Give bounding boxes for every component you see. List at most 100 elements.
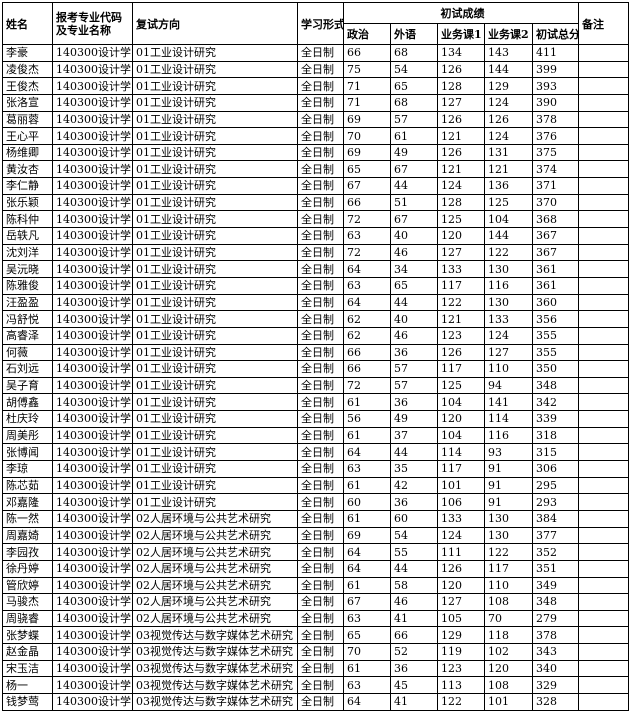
cell-study-mode: 全日制 <box>297 343 344 362</box>
cell-remark <box>578 110 630 129</box>
cell-course1: 127 <box>437 243 485 262</box>
cell-remark <box>578 276 630 295</box>
cell-total: 348 <box>531 593 580 611</box>
cell-name: 陈雅俊 <box>2 276 53 295</box>
cell-name: 高睿泽 <box>2 326 53 345</box>
cell-total: 390 <box>531 93 580 112</box>
cell-politics: 72 <box>343 243 391 262</box>
cell-study-mode: 全日制 <box>297 227 344 245</box>
cell-major: 140300设计学 <box>52 676 133 694</box>
cell-direction: 01工业设计研究 <box>132 293 298 312</box>
cell-name: 徐丹婷 <box>2 559 53 578</box>
cell-major: 140300设计学 <box>52 509 133 528</box>
cell-study-mode: 全日制 <box>297 326 344 345</box>
cell-foreign-language: 58 <box>390 576 438 595</box>
cell-name: 李豪 <box>2 44 53 62</box>
cell-course2: 116 <box>484 276 533 295</box>
cell-remark <box>578 160 630 179</box>
cell-foreign-language: 45 <box>390 676 438 694</box>
cell-remark <box>578 143 630 162</box>
cell-foreign-language: 60 <box>390 509 438 528</box>
cell-course1: 134 <box>437 44 485 62</box>
cell-course1: 129 <box>437 626 485 645</box>
cell-direction: 01工业设计研究 <box>132 177 298 195</box>
cell-politics: 69 <box>343 526 391 545</box>
table-row: 陈一然 140300设计学 02人居环境与公共艺术研究 全日制 61 60 133 130 38… <box>2 509 630 528</box>
cell-course2: 94 <box>484 376 533 395</box>
cell-direction: 01工业设计研究 <box>132 426 298 445</box>
cell-course1: 120 <box>437 227 485 245</box>
cell-course1: 127 <box>437 593 485 611</box>
cell-politics: 64 <box>343 260 391 278</box>
cell-major: 140300设计学 <box>52 310 133 328</box>
cell-course1: 117 <box>437 276 485 295</box>
cell-major: 140300设计学 <box>52 110 133 129</box>
cell-total: 351 <box>531 559 580 578</box>
cell-total: 352 <box>531 543 580 561</box>
cell-course1: 121 <box>437 310 485 328</box>
cell-name: 胡傅鑫 <box>2 393 53 412</box>
cell-total: 355 <box>531 343 580 362</box>
table-row: 张洛宣 140300设计学 01工业设计研究 全日制 71 68 127 124 390 <box>2 93 630 112</box>
table-row: 管欣婷 140300设计学 02人居环境与公共艺术研究 全日制 61 58 120 110 34… <box>2 576 630 595</box>
cell-course1: 126 <box>437 143 485 162</box>
cell-major: 140300设计学 <box>52 376 133 395</box>
cell-course2: 102 <box>484 643 533 661</box>
cell-course2: 122 <box>484 243 533 262</box>
table-row: 李豪 140300设计学 01工业设计研究 全日制 66 68 134 143 411 <box>2 44 630 62</box>
cell-total: 378 <box>531 110 580 129</box>
cell-direction: 01工业设计研究 <box>132 243 298 262</box>
cell-name: 黄汝杏 <box>2 160 53 179</box>
cell-total: 384 <box>531 509 580 528</box>
cell-total: 360 <box>531 293 580 312</box>
cell-politics: 64 <box>343 443 391 462</box>
cell-politics: 63 <box>343 276 391 295</box>
cell-total: 342 <box>531 393 580 412</box>
cell-major: 140300设计学 <box>52 476 133 495</box>
table-row: 徐丹婷 140300设计学 02人居环境与公共艺术研究 全日制 64 44 126 117 35… <box>2 559 630 578</box>
cell-total: 293 <box>531 493 580 511</box>
cell-remark <box>578 393 630 412</box>
cell-remark <box>578 460 630 478</box>
cell-name: 冯舒悦 <box>2 310 53 328</box>
cell-foreign-language: 54 <box>390 526 438 545</box>
cell-politics: 60 <box>343 493 391 511</box>
cell-direction: 01工业设计研究 <box>132 310 298 328</box>
table-row: 杨维卿 140300设计学 01工业设计研究 全日制 69 49 126 131 375 <box>2 143 630 162</box>
table-row: 吴沅晓 140300设计学 01工业设计研究 全日制 64 34 133 130 361 <box>2 260 630 278</box>
cell-foreign-language: 49 <box>390 143 438 162</box>
cell-name: 马骏杰 <box>2 593 53 611</box>
cell-study-mode: 全日制 <box>297 160 344 179</box>
cell-course2: 101 <box>484 692 533 711</box>
cell-direction: 03视觉传达与数字媒体艺术研究 <box>132 643 298 661</box>
cell-course2: 126 <box>484 110 533 129</box>
cell-course1: 111 <box>437 543 485 561</box>
cell-name: 张博闻 <box>2 443 53 462</box>
cell-course1: 104 <box>437 393 485 412</box>
cell-direction: 01工业设计研究 <box>132 160 298 179</box>
cell-politics: 64 <box>343 559 391 578</box>
cell-name: 石刘远 <box>2 360 53 378</box>
cell-course1: 126 <box>437 60 485 79</box>
cell-major: 140300设计学 <box>52 44 133 62</box>
cell-politics: 61 <box>343 576 391 595</box>
cell-name: 李园孜 <box>2 543 53 561</box>
cell-direction: 01工业设计研究 <box>132 276 298 295</box>
cell-direction: 02人居环境与公共艺术研究 <box>132 543 298 561</box>
cell-course1: 104 <box>437 426 485 445</box>
cell-politics: 63 <box>343 676 391 694</box>
cell-remark <box>578 326 630 345</box>
cell-politics: 62 <box>343 310 391 328</box>
cell-direction: 01工业设计研究 <box>132 360 298 378</box>
cell-direction: 02人居环境与公共艺术研究 <box>132 526 298 545</box>
cell-remark <box>578 310 630 328</box>
cell-total: 343 <box>531 643 580 661</box>
cell-foreign-language: 66 <box>390 626 438 645</box>
cell-course1: 120 <box>437 576 485 595</box>
cell-course2: 93 <box>484 443 533 462</box>
table-row: 石刘远 140300设计学 01工业设计研究 全日制 66 57 117 110 350 <box>2 360 630 378</box>
cell-major: 140300设计学 <box>52 243 133 262</box>
cell-name: 赵金晶 <box>2 643 53 661</box>
header-course1: 业务课1 <box>437 23 485 45</box>
table-row: 陈芯茹 140300设计学 01工业设计研究 全日制 61 42 101 91 295 <box>2 476 630 495</box>
